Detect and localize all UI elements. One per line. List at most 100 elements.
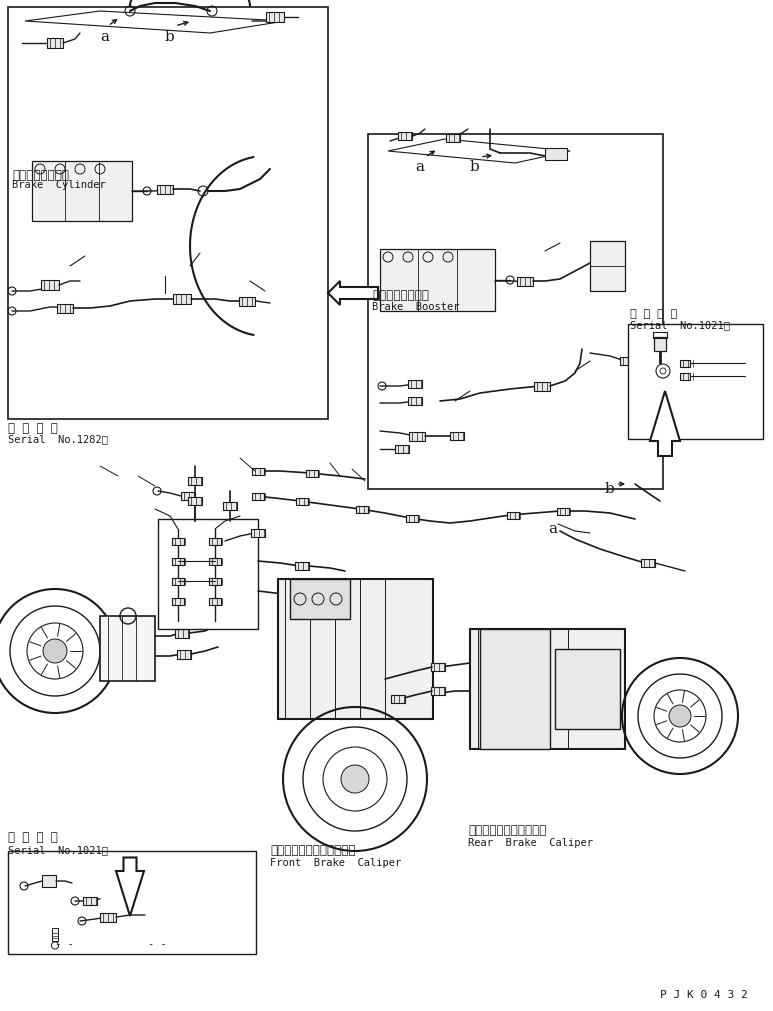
Text: Front  Brake  Caliper: Front Brake Caliper [270,857,401,867]
Text: Serial  No.1282～: Serial No.1282～ [8,434,108,444]
Bar [431,663,445,671]
Text: a: a [415,160,424,174]
Bar [209,538,221,545]
Bar [356,506,368,513]
Text: - -: - - [148,938,167,948]
Bar [590,242,625,292]
Bar [83,897,97,905]
Bar [251,530,265,538]
Bar [391,696,405,704]
Text: - -: - - [55,938,73,948]
Bar [209,598,221,605]
Bar [450,433,464,441]
Bar [680,373,690,380]
Text: ブレーキシリンダ: ブレーキシリンダ [12,169,69,182]
Text: リヤーブレーキキャリパ: リヤーブレーキキャリパ [468,823,547,836]
Bar [223,502,237,511]
Bar [8,851,256,954]
Bar [641,559,655,567]
Bar [296,498,308,506]
Bar [32,162,132,221]
Bar [47,39,63,49]
Text: a: a [548,522,557,536]
Bar [8,8,328,420]
Bar [620,358,634,366]
Circle shape [669,706,691,727]
Bar [680,360,690,367]
Bar [252,468,264,475]
Polygon shape [650,391,680,457]
Polygon shape [388,140,570,164]
Bar [188,477,202,485]
Text: ブレーキブースタ: ブレーキブースタ [372,289,429,301]
Bar [408,397,422,405]
Polygon shape [328,282,378,305]
Bar [266,13,284,23]
Text: 適 用 号 機: 適 用 号 機 [8,422,58,435]
Text: b: b [470,160,480,174]
Bar [290,592,304,601]
Bar [209,558,221,565]
Bar [42,876,56,887]
Circle shape [341,765,369,794]
Bar [172,578,184,585]
Bar [177,650,191,659]
Bar [653,333,667,339]
Bar [295,562,309,570]
Polygon shape [25,12,285,34]
Bar [252,493,264,500]
Bar [53,928,58,941]
Bar [188,497,202,506]
Bar [507,512,519,519]
Text: Brake  Booster: Brake Booster [372,301,459,311]
Bar [368,134,663,489]
Bar [534,382,550,391]
Text: a: a [100,30,109,43]
Bar [172,558,184,565]
Bar [157,185,173,194]
Bar [480,630,550,749]
Bar [239,297,255,306]
Text: Serial  No.1021～: Serial No.1021～ [630,319,730,330]
Bar [654,338,666,352]
Bar [545,149,567,161]
Text: Serial  No.1021～: Serial No.1021～ [8,844,108,854]
Bar [628,325,763,440]
Bar [470,630,625,749]
Bar [173,295,191,304]
Bar [395,446,409,454]
Text: b: b [165,30,175,43]
Bar [398,132,412,141]
Bar [57,304,73,313]
Bar [175,629,189,638]
Text: Brake  Cylinder: Brake Cylinder [12,180,106,190]
Bar [181,492,195,500]
Text: Rear  Brake  Caliper: Rear Brake Caliper [468,837,593,847]
Bar [290,579,350,620]
Bar [409,432,425,441]
Bar [431,687,445,696]
Bar [517,277,533,286]
Bar [555,649,620,729]
Bar [408,380,422,388]
Text: 適 用 号 機: 適 用 号 機 [8,830,58,843]
Bar [41,281,59,291]
Text: b: b [605,481,615,495]
Text: P J K 0 4 3 2: P J K 0 4 3 2 [660,989,747,999]
Circle shape [43,639,67,663]
Bar [306,470,318,477]
Bar [557,508,569,515]
Bar [406,515,418,522]
Bar [100,913,116,922]
Text: 適 用 号 機: 適 用 号 機 [630,308,677,318]
Bar [209,578,221,585]
Bar [446,134,460,143]
Bar [158,520,258,630]
Text: フロントブレーキキャリパ: フロントブレーキキャリパ [270,843,356,856]
Bar [100,617,155,681]
Polygon shape [116,857,144,916]
Bar [278,579,433,719]
Bar [172,538,184,545]
Bar [380,250,495,311]
Bar [172,598,184,605]
